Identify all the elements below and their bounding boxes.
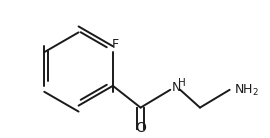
Text: H: H bbox=[178, 78, 186, 88]
Text: N: N bbox=[171, 81, 181, 94]
Text: O: O bbox=[135, 121, 146, 135]
Text: F: F bbox=[111, 38, 119, 51]
Text: NH$_2$: NH$_2$ bbox=[234, 83, 259, 98]
